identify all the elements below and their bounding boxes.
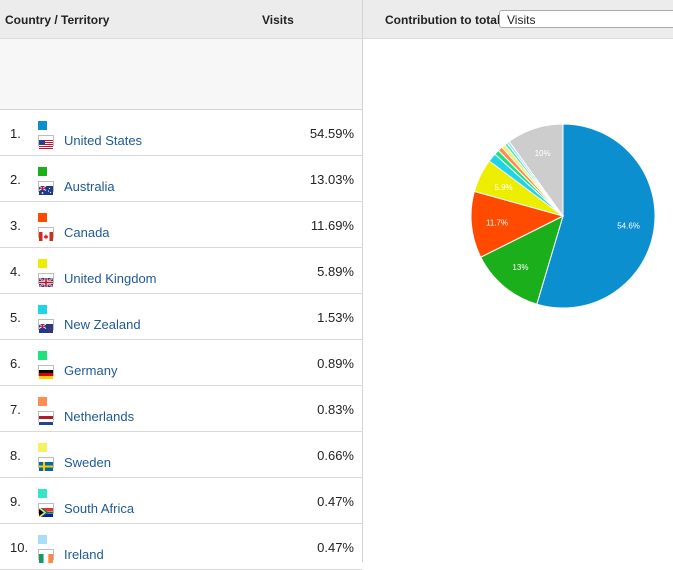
australia-flag-icon (38, 181, 54, 195)
germany-flag-icon (38, 365, 54, 379)
pie-slice-label: 5.9% (494, 183, 512, 192)
contribution-label: Contribution to total: (385, 13, 505, 27)
country-link[interactable]: Australia (64, 179, 115, 194)
row-rank: 5. (10, 310, 21, 325)
visits-percent: 5.89% (317, 264, 354, 279)
color-swatch (38, 259, 47, 268)
visits-percent: 0.66% (317, 448, 354, 463)
visits-percent: 13.03% (309, 172, 354, 187)
contribution-pie-chart: 54.6% 13% 11.7% 5.9% 10% (470, 123, 656, 309)
table-row: 4. United Kingdom 5.89% (0, 248, 362, 294)
pie-slice-label: 10% (535, 149, 551, 158)
uk-flag-icon (38, 273, 54, 288)
table-row: 6. Germany 0.89% (0, 340, 362, 386)
column-divider (362, 0, 363, 562)
country-table: 1. United States 54.59% 2. (0, 110, 362, 570)
pie-slice-label: 54.6% (617, 222, 640, 231)
row-rank: 4. (10, 264, 21, 279)
pie-slice-label: 13% (512, 263, 528, 272)
color-swatch (38, 305, 47, 314)
table-row: 8. Sweden 0.66% (0, 432, 362, 478)
color-swatch (38, 397, 47, 406)
metric-select[interactable]: Visits (499, 10, 673, 28)
new-zealand-flag-icon (38, 319, 54, 333)
table-row: 3. Canada 11.69% (0, 202, 362, 248)
row-rank: 8. (10, 448, 21, 463)
south-africa-flag-icon (38, 503, 54, 517)
canada-flag-icon (38, 227, 54, 241)
table-header: Country / Territory Visits Contribution … (0, 0, 673, 39)
row-rank: 2. (10, 172, 21, 187)
country-link[interactable]: United Kingdom (64, 271, 157, 286)
visits-percent: 0.83% (317, 402, 354, 417)
row-rank: 7. (10, 402, 21, 417)
visits-percent: 11.69% (310, 218, 354, 233)
visits-percent: 0.47% (317, 540, 354, 555)
color-swatch (38, 351, 47, 360)
country-link[interactable]: Canada (64, 225, 110, 240)
row-rank: 3. (10, 218, 21, 233)
visits-percent: 0.89% (317, 356, 354, 371)
country-link[interactable]: South Africa (64, 501, 135, 516)
color-swatch (38, 489, 47, 498)
visits-percent: 1.53% (317, 310, 354, 325)
country-link[interactable]: Sweden (64, 455, 111, 470)
country-link[interactable]: Netherlands (64, 409, 135, 424)
row-rank: 6. (10, 356, 21, 371)
sweden-flag-icon (38, 457, 54, 471)
netherlands-flag-icon (38, 411, 54, 425)
color-swatch (38, 121, 47, 130)
pie-slice-label: 11.7% (486, 218, 508, 227)
color-swatch (38, 167, 47, 176)
color-swatch (38, 535, 47, 544)
table-row: 5. New Zealand 1.53% (0, 294, 362, 340)
color-swatch (38, 443, 47, 452)
ireland-flag-icon (38, 549, 54, 563)
country-link[interactable]: Ireland (64, 547, 104, 562)
visits-percent: 54.59% (309, 126, 354, 141)
table-spacer (0, 39, 362, 110)
country-link[interactable]: New Zealand (64, 317, 141, 332)
row-rank: 10. (10, 540, 29, 555)
pie-slice-australia[interactable] (480, 215, 564, 305)
table-row: 2. Australia 13.03% (0, 156, 362, 202)
pie-slice-other[interactable] (508, 123, 564, 218)
table-row: 7. Netherlands 0.83% (0, 386, 362, 432)
row-rank: 9. (10, 494, 21, 509)
table-row: 10. Ireland 0.47% (0, 524, 362, 570)
country-link[interactable]: Germany (64, 363, 118, 378)
country-column-header[interactable]: Country / Territory (5, 13, 110, 27)
table-row: 9. South Africa 0.47% (0, 478, 362, 524)
table-row: 1. United States 54.59% (0, 110, 362, 156)
country-link[interactable]: United States (64, 133, 143, 148)
color-swatch (38, 213, 47, 222)
pie-slice-canada[interactable] (470, 190, 565, 258)
us-flag-icon (38, 135, 54, 149)
row-rank: 1. (10, 126, 21, 141)
visits-percent: 0.47% (317, 494, 354, 509)
pie-slice-united-states[interactable] (536, 123, 656, 309)
visits-column-header[interactable]: Visits (262, 13, 294, 27)
